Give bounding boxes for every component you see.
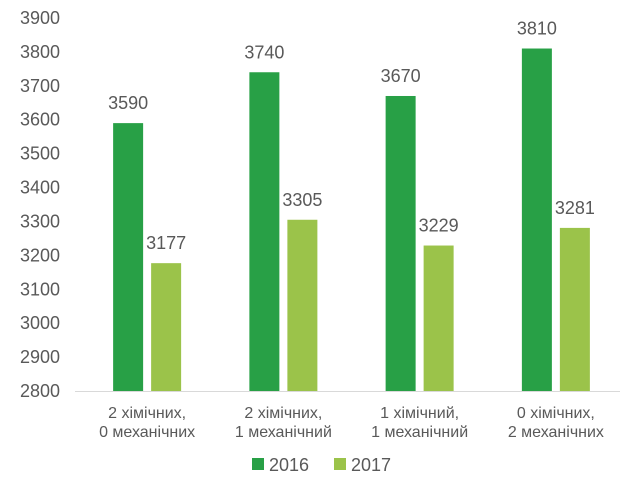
bar-2017 [151,263,182,391]
bar-2016 [521,48,552,391]
bar-2016 [249,72,280,391]
data-label: 3590 [108,93,148,113]
legend-label: 2016 [269,455,309,475]
y-tick-label: 3400 [20,178,60,198]
data-label: 3305 [282,190,322,210]
y-tick-label: 3800 [20,42,60,62]
legend-label: 2017 [351,455,391,475]
bar-2016 [385,95,416,391]
x-tick-label: 0 хімічних, [517,405,595,422]
bar-2017 [287,219,318,391]
data-label: 3670 [381,66,421,86]
bar-2016 [113,123,144,392]
y-tick-label: 3300 [20,211,60,231]
y-tick-label: 3000 [20,313,60,333]
x-tick-label: 1 хімічний, [380,405,459,422]
y-tick-label: 3700 [20,76,60,96]
x-tick-label: 2 хімічних, [244,405,322,422]
y-tick-label: 3500 [20,144,60,164]
data-label: 3740 [244,42,284,62]
bar-2017 [423,245,454,391]
data-label: 3177 [146,233,186,253]
y-tick-label: 3900 [20,8,60,28]
x-tick-label: 2 механічних [508,424,604,441]
legend-swatch-2017 [334,458,346,470]
x-tick-label: 0 механічних [99,424,195,441]
legend-swatch-2016 [252,458,264,470]
data-label: 3281 [555,198,595,218]
x-tick-label: 1 механічний [371,424,468,441]
y-tick-label: 3200 [20,245,60,265]
y-tick-label: 3600 [20,110,60,130]
bar-2017 [559,227,590,391]
y-tick-label: 2800 [20,381,60,401]
data-label: 3229 [419,216,459,236]
x-tick-label: 1 механічний [235,424,332,441]
data-label: 3810 [517,19,557,39]
y-tick-label: 3100 [20,279,60,299]
x-tick-label: 2 хімічних, [108,405,186,422]
y-tick-label: 2900 [20,347,60,367]
